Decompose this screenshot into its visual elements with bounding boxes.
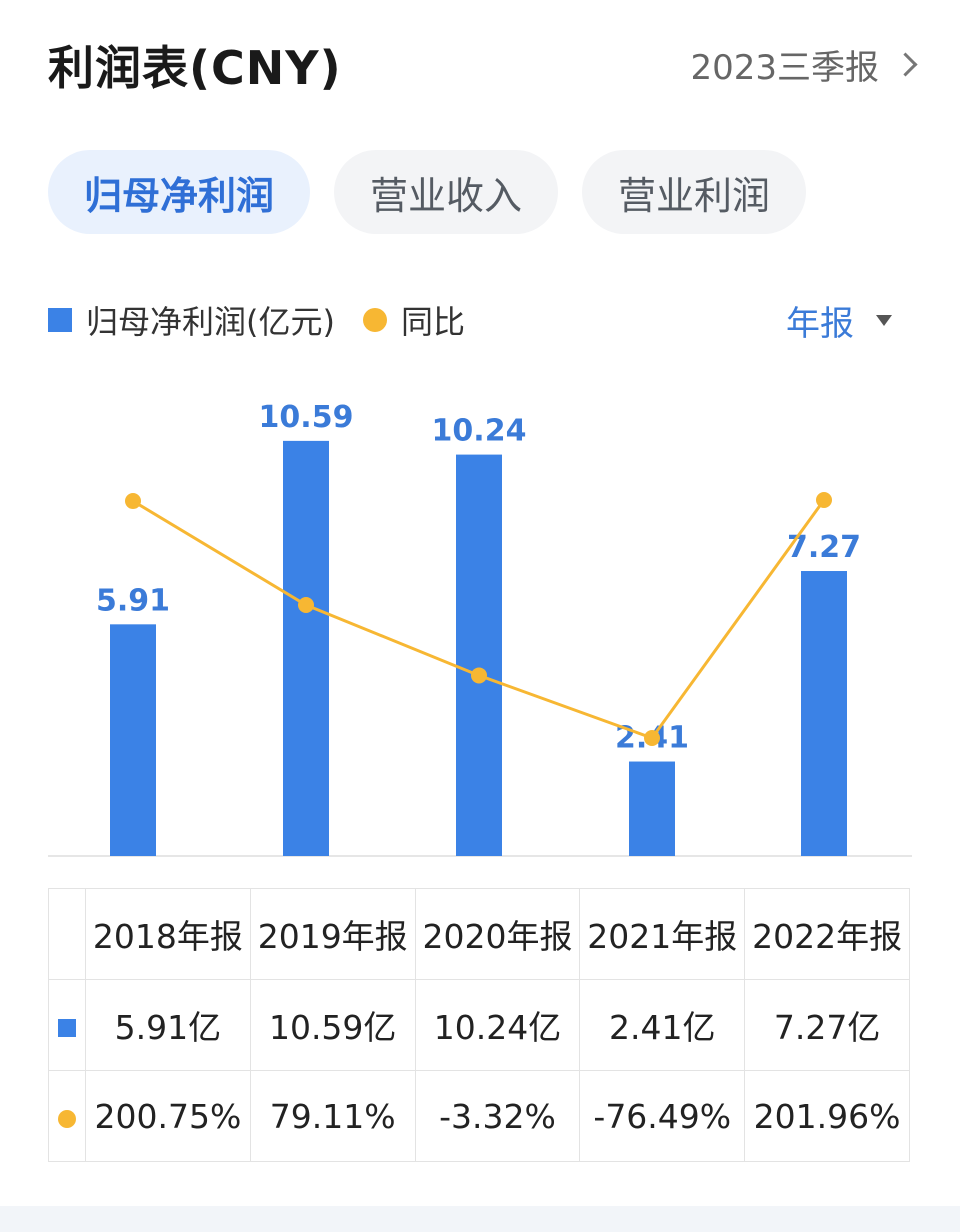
table-cell: 201.96%: [744, 1070, 910, 1162]
legend-item-line: 同比: [362, 297, 465, 343]
legend-item-bar: 归母净利润(亿元): [48, 297, 335, 343]
row-marker: [48, 979, 86, 1071]
line-dot-icon: [58, 1109, 76, 1128]
chevron-right-icon: [893, 52, 918, 77]
yoy-point: [298, 597, 314, 614]
row-marker: [48, 1070, 86, 1162]
range-dropdown[interactable]: 年报: [786, 292, 892, 348]
legend-bar-label: 归母净利润(亿元): [86, 303, 335, 341]
header: 利润表(CNY) 2023三季报: [0, 0, 960, 120]
table-header-cell: 2020年报: [414, 888, 581, 980]
bar-value-label: 10.59: [259, 400, 354, 435]
table-cell: 10.59亿: [249, 979, 416, 1071]
chart-bar: [110, 624, 156, 856]
footer-divider: [0, 1206, 960, 1232]
table-header-cell: 2019年报: [249, 888, 416, 980]
table-cell: 5.91亿: [85, 979, 251, 1071]
data-table: 2018年报 2019年报 2020年报 2021年报 2022年报 5.91亿…: [48, 888, 910, 1162]
chart-bar: [801, 571, 847, 856]
table-row-yoy: 200.75% 79.11% -3.32% -76.49% 201.96%: [48, 1070, 910, 1162]
table-header-cell: 2021年报: [579, 888, 746, 980]
bar-value-label: 5.91: [96, 583, 170, 618]
legend-line-label: 同比: [400, 303, 465, 341]
table-header-cell: 2022年报: [744, 888, 910, 980]
range-label: 年报: [786, 303, 854, 344]
chart-bar: [283, 440, 329, 856]
table-cell: 7.27亿: [744, 979, 910, 1071]
chart-bar: [629, 761, 675, 856]
table-cell: 10.24亿: [414, 979, 581, 1071]
table-header-row: 2018年报 2019年报 2020年报 2021年报 2022年报: [48, 888, 910, 980]
yoy-point: [471, 667, 487, 684]
bar-swatch-icon: [48, 308, 72, 332]
line-dot-icon: [362, 308, 387, 332]
table-row-profit: 5.91亿 10.59亿 10.24亿 2.41亿 7.27亿: [48, 979, 910, 1071]
yoy-point: [644, 730, 660, 746]
tab-net-profit[interactable]: 归母净利润: [48, 150, 311, 234]
bar-swatch-icon: [58, 1018, 76, 1037]
tab-operating-profit[interactable]: 营业利润: [582, 150, 807, 234]
yoy-point: [125, 493, 141, 510]
table-cell: -3.32%: [414, 1070, 581, 1162]
table-header-cell: 2018年报: [85, 888, 251, 980]
table-cell: 200.75%: [85, 1070, 251, 1162]
bar-value-label: 10.24: [432, 414, 527, 449]
dropdown-arrow-icon: [876, 314, 892, 326]
tab-revenue[interactable]: 营业收入: [334, 150, 559, 234]
period-selector[interactable]: 2023三季报: [690, 40, 918, 89]
page-title: 利润表(CNY): [48, 41, 342, 95]
table-cell: 2.41亿: [579, 979, 746, 1071]
period-label: 2023三季报: [690, 48, 879, 88]
table-cell: -76.49%: [579, 1070, 746, 1162]
table-corner: [48, 888, 86, 980]
chart-bar: [456, 454, 502, 856]
chart-legend: 归母净利润(亿元) 同比 年报: [48, 292, 912, 348]
yoy-point: [816, 492, 832, 508]
table-cell: 79.11%: [249, 1070, 416, 1162]
metric-tabs: 归母净利润 营业收入 营业利润: [48, 150, 807, 234]
